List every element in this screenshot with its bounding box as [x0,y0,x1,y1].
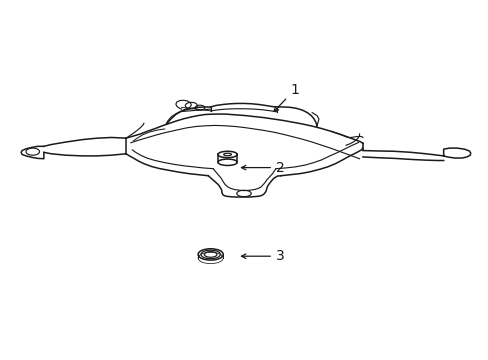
Text: 2: 2 [241,161,284,175]
Text: 3: 3 [241,249,284,263]
Text: 1: 1 [273,82,299,111]
